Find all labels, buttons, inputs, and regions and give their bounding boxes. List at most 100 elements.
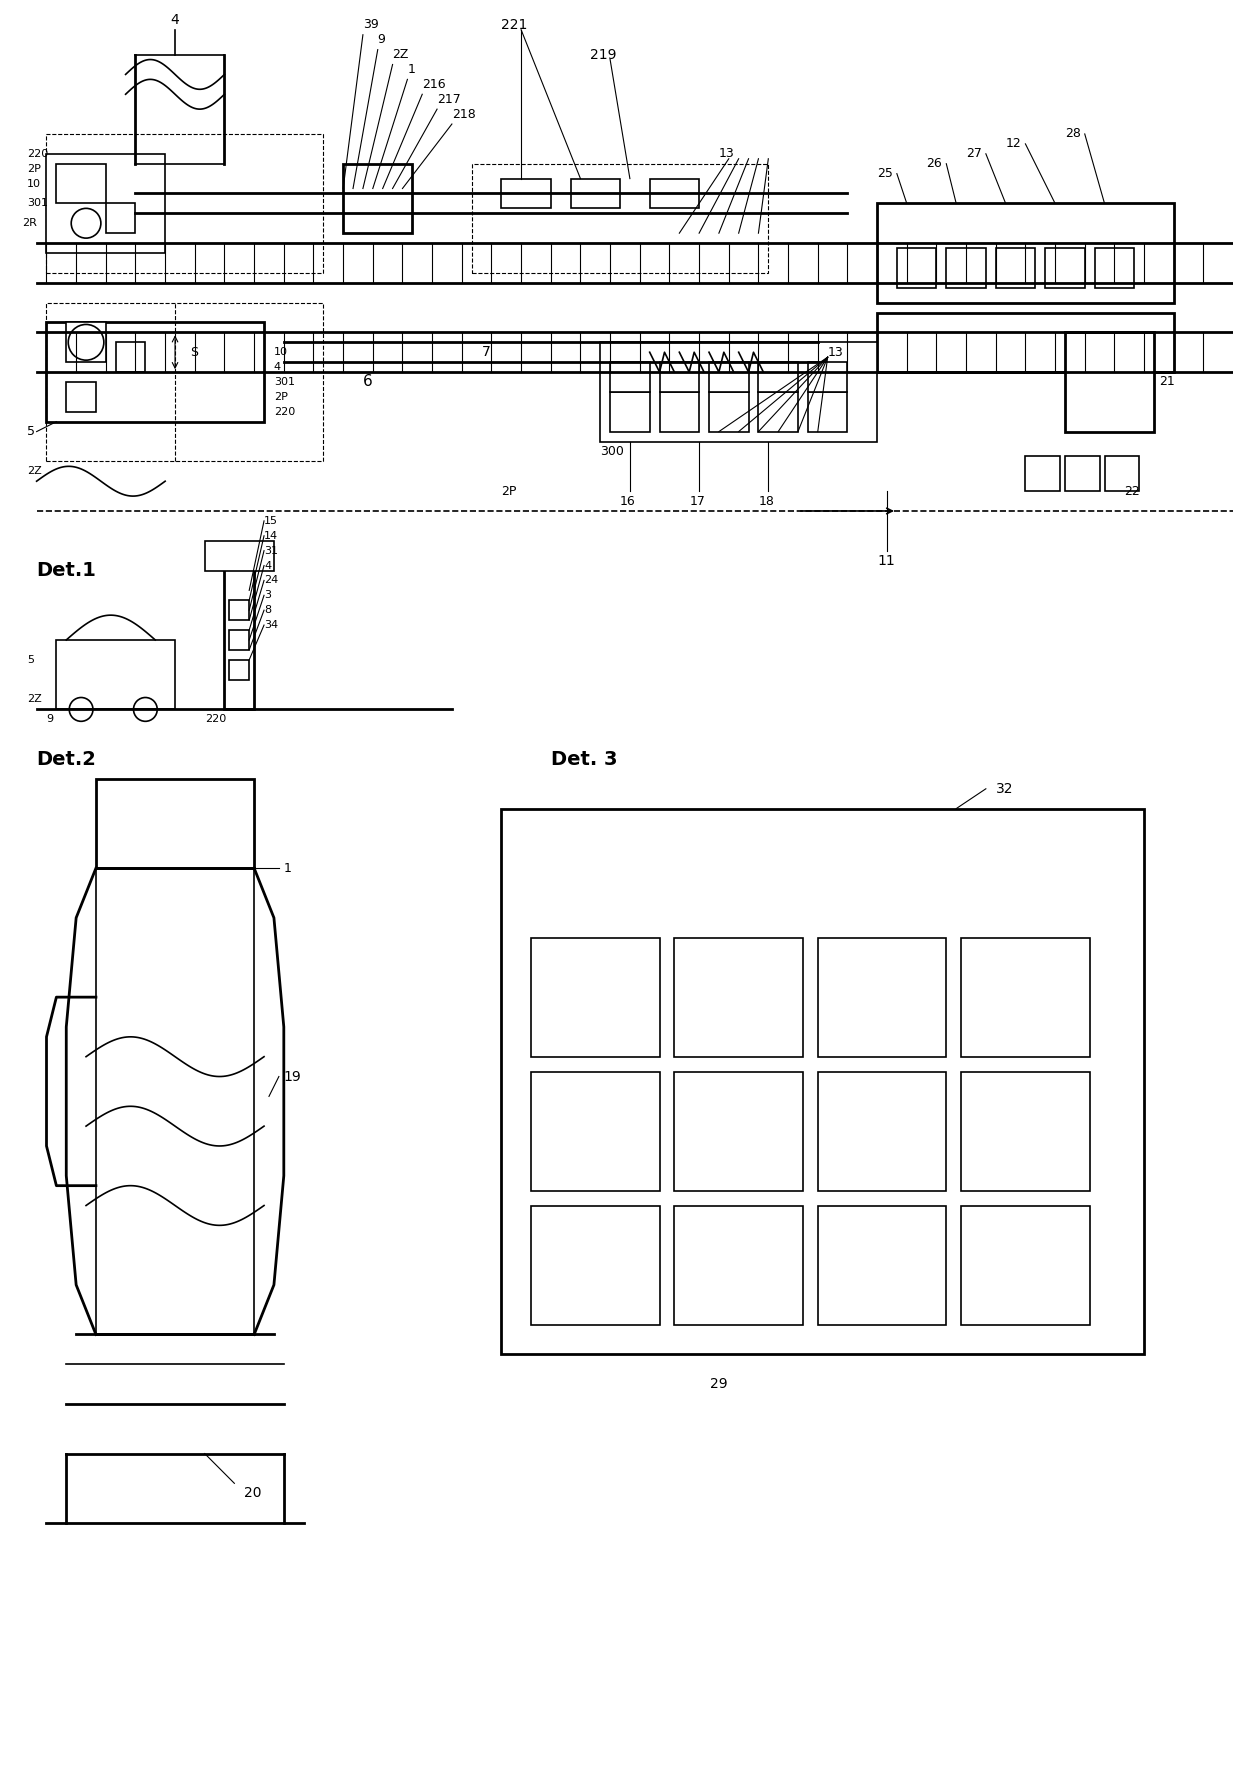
- Text: 12: 12: [1006, 137, 1022, 151]
- Text: 4: 4: [274, 363, 281, 372]
- Text: 10: 10: [274, 347, 288, 357]
- Text: 26: 26: [926, 156, 942, 171]
- Bar: [343, 164, 413, 233]
- Text: 13: 13: [719, 148, 734, 160]
- Text: 14: 14: [264, 532, 278, 541]
- Bar: [817, 1072, 946, 1191]
- Bar: [531, 1072, 660, 1191]
- Text: 300: 300: [600, 444, 624, 459]
- Bar: [501, 809, 1145, 1355]
- Text: 221: 221: [501, 18, 528, 32]
- Bar: [961, 937, 1090, 1056]
- Bar: [66, 382, 95, 412]
- Bar: [610, 391, 650, 432]
- Bar: [224, 551, 254, 709]
- Text: 31: 31: [264, 546, 278, 557]
- Bar: [709, 391, 749, 432]
- Text: 15: 15: [264, 516, 278, 526]
- Bar: [817, 937, 946, 1056]
- Text: 220: 220: [205, 715, 226, 724]
- Bar: [675, 937, 804, 1056]
- Bar: [105, 203, 135, 233]
- Bar: [817, 1205, 946, 1325]
- Bar: [56, 164, 105, 203]
- Text: 28: 28: [1065, 128, 1081, 140]
- Text: 220: 220: [27, 149, 48, 158]
- Bar: [808, 363, 847, 391]
- Bar: [1095, 249, 1135, 288]
- Bar: [229, 601, 249, 621]
- Text: 11: 11: [877, 553, 895, 567]
- Text: 301: 301: [27, 199, 47, 208]
- Text: Det. 3: Det. 3: [551, 750, 618, 768]
- Text: S: S: [190, 345, 198, 359]
- Bar: [877, 313, 1174, 372]
- Bar: [650, 178, 699, 208]
- Text: 29: 29: [711, 1378, 728, 1390]
- Bar: [229, 660, 249, 679]
- Text: 301: 301: [274, 377, 295, 388]
- Text: 4: 4: [171, 12, 180, 27]
- Bar: [808, 391, 847, 432]
- Text: 216: 216: [423, 78, 446, 91]
- Text: 9: 9: [46, 715, 53, 724]
- Bar: [897, 249, 936, 288]
- Text: 1: 1: [284, 862, 291, 875]
- Bar: [570, 178, 620, 208]
- Text: 219: 219: [590, 48, 616, 62]
- Bar: [531, 1205, 660, 1325]
- Text: 2Z: 2Z: [27, 695, 41, 704]
- Text: 217: 217: [436, 92, 461, 105]
- Bar: [531, 937, 660, 1056]
- Bar: [95, 779, 254, 868]
- Bar: [610, 363, 650, 391]
- Bar: [1025, 457, 1060, 491]
- Text: 6: 6: [363, 375, 373, 389]
- Text: 24: 24: [264, 576, 278, 585]
- Text: 39: 39: [363, 18, 378, 32]
- Bar: [877, 203, 1174, 302]
- Bar: [996, 249, 1035, 288]
- Bar: [1105, 457, 1140, 491]
- Text: 16: 16: [620, 494, 636, 507]
- Bar: [66, 322, 105, 363]
- Text: 17: 17: [689, 494, 706, 507]
- Bar: [1045, 249, 1085, 288]
- Bar: [115, 343, 145, 372]
- Bar: [471, 164, 769, 272]
- Text: 7: 7: [481, 345, 490, 359]
- Text: 2P: 2P: [274, 391, 288, 402]
- Bar: [1065, 457, 1100, 491]
- Bar: [46, 302, 324, 461]
- Text: Det.2: Det.2: [37, 750, 97, 768]
- Text: 32: 32: [996, 782, 1013, 797]
- Text: 2R: 2R: [22, 219, 37, 228]
- Bar: [600, 343, 877, 441]
- Text: 218: 218: [451, 108, 476, 121]
- Text: 2Z: 2Z: [27, 466, 41, 477]
- Bar: [759, 363, 799, 391]
- Bar: [759, 391, 799, 432]
- Text: 22: 22: [1125, 485, 1140, 498]
- Bar: [660, 391, 699, 432]
- Bar: [46, 133, 324, 272]
- Text: 13: 13: [827, 345, 843, 359]
- Text: 25: 25: [877, 167, 893, 180]
- Text: 9: 9: [378, 34, 386, 46]
- Text: 5: 5: [27, 654, 33, 665]
- Text: 2P: 2P: [501, 485, 517, 498]
- Bar: [46, 153, 165, 252]
- Text: 19: 19: [284, 1070, 301, 1083]
- Text: 220: 220: [274, 407, 295, 416]
- Bar: [46, 322, 264, 421]
- Bar: [675, 1205, 804, 1325]
- Text: 2P: 2P: [27, 164, 41, 174]
- Bar: [961, 1072, 1090, 1191]
- Text: 4: 4: [264, 560, 272, 571]
- Text: 21: 21: [1159, 375, 1174, 388]
- Bar: [56, 640, 175, 709]
- Text: 20: 20: [244, 1486, 262, 1501]
- Bar: [1065, 332, 1154, 432]
- Bar: [709, 363, 749, 391]
- Bar: [946, 249, 986, 288]
